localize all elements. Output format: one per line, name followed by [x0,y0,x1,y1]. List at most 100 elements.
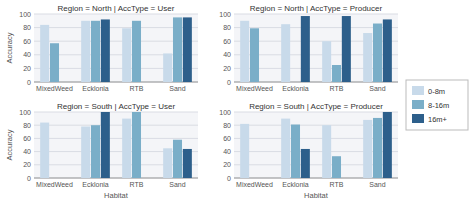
bar [173,17,182,82]
bar [363,33,372,82]
x-tick-label: MixedWeed [236,181,273,188]
y-tick-label: 40 [23,51,31,58]
plot-background [34,112,198,178]
bar [383,19,392,82]
y-tick-label: 80 [223,24,231,31]
bar [281,24,290,82]
bar [122,119,131,178]
bar [281,119,290,178]
chart: 0 20 40 60 80 100 MixedWeed Ecklonia RTB Sand Regi… [0,0,474,206]
bar [91,21,100,82]
bar [342,16,351,82]
panel-title: Region = South | AccType = User [57,102,175,111]
bar [332,156,341,178]
bar [163,53,172,82]
bar [101,19,110,82]
grid-line [34,112,198,113]
y-tick-label: 20 [223,65,231,72]
plot-background [234,14,398,82]
y-tick-label: 100 [19,109,31,116]
y-tick-label: 100 [219,109,231,116]
x-tick-label: Sand [369,85,385,92]
y-tick-label: 0 [227,79,231,86]
y-tick-label: 80 [23,122,31,129]
bar [322,41,331,82]
bar [81,21,90,82]
bar [183,17,192,82]
bar [301,16,310,82]
panel: 020406080100MixedWeedEckloniaRTBSandRegi… [5,102,198,200]
x-tick-label: RTB [130,181,144,188]
x-tick-label: MixedWeed [236,85,273,92]
x-tick-label: Ecklonia [82,181,109,188]
legend-label: 16m+ [428,115,448,124]
y-tick-label: 20 [223,161,231,168]
x-tick-label: MixedWeed [36,181,73,188]
y-tick-label: 60 [23,38,31,45]
y-tick-label: 20 [23,65,31,72]
bar [332,65,341,82]
bar [183,149,192,178]
bar [40,25,49,82]
y-tick-label: 0 [27,79,31,86]
y-tick-label: 80 [223,122,231,129]
bar [132,21,141,82]
x-tick-label: Ecklonia [282,85,309,92]
grid-line [234,14,398,15]
legend-label: 8-16m [428,101,449,110]
y-tick-label: 60 [223,38,231,45]
bars [240,112,392,178]
x-tick-label: Ecklonia [82,85,109,92]
y-tick-label: 0 [227,175,231,182]
grid-line [34,138,198,139]
bars [40,17,192,82]
grid-line [34,14,198,15]
x-tick-label: RTB [130,85,144,92]
panel: 020406080100MixedWeedEckloniaRTBSandRegi… [219,102,398,200]
y-axis-label: Accuracy [5,32,14,63]
bar [250,28,259,82]
y-tick-label: 100 [19,11,31,18]
bar [50,43,59,82]
bar [363,120,372,178]
panel: 020406080100MixedWeedEckloniaRTBSandRegi… [219,4,398,92]
bar [101,112,110,178]
bar [173,140,182,178]
y-tick-label: 40 [23,148,31,155]
y-axis-label: Accuracy [5,129,14,160]
bars [40,112,192,178]
panel-title: Region = North | AccType = User [58,4,175,13]
bars [240,16,392,82]
legend-frame [406,80,468,130]
x-tick-label: Ecklonia [282,181,309,188]
bar [291,125,300,178]
bar [322,125,331,178]
y-tick-label: 20 [23,161,31,168]
legend-label: 0-8m [428,87,445,96]
bar [301,149,310,178]
panel: 0 20 40 60 80 100 MixedWeed Ecklonia RTB Sand Regi… [5,4,198,92]
x-tick-label: Sand [169,85,185,92]
x-tick-label: Sand [169,181,185,188]
legend-swatch [412,100,424,109]
legend-swatch [412,86,424,95]
x-tick-label: Sand [369,181,385,188]
y-tick-label: 80 [23,24,31,31]
bar [40,123,49,178]
y-tick-label: 40 [223,148,231,155]
bar [240,124,249,178]
y-tick-label: 60 [23,135,31,142]
plot-background [234,112,398,178]
legend-swatch [412,114,424,123]
panel-title: Region = North | AccType = Producer [250,4,383,13]
bar [373,118,382,178]
bar [81,127,90,178]
plot-background [34,14,198,82]
x-axis-label: Habitat [104,191,129,200]
panel-title: Region = South | AccType = Producer [249,102,383,111]
bar [373,24,382,82]
bar [122,28,131,82]
x-tick-label: RTB [330,181,344,188]
bar [91,125,100,178]
x-tick-label: MixedWeed [36,85,73,92]
